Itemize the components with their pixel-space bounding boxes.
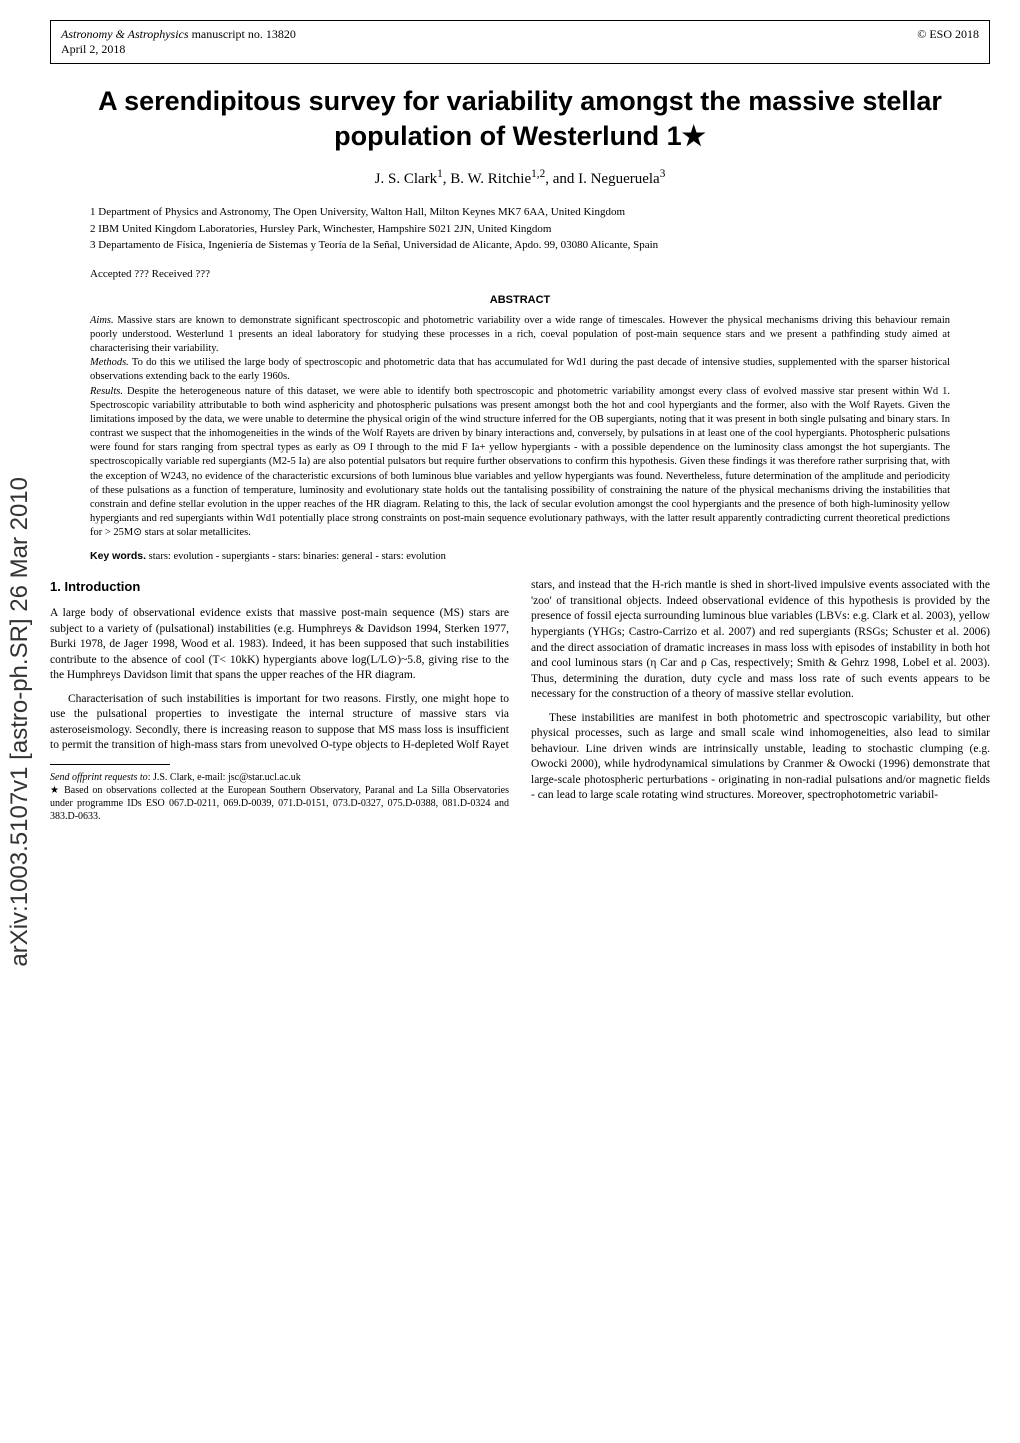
aims-text: Massive stars are known to demonstrate s… bbox=[90, 315, 950, 354]
affiliation-2: 2 IBM United Kingdom Laboratories, Hursl… bbox=[90, 221, 950, 238]
col2-p2: These instabilities are manifest in both… bbox=[531, 711, 990, 804]
header-date: April 2, 2018 bbox=[61, 42, 125, 56]
footnote-observations: ★ Based on observations collected at the… bbox=[50, 784, 509, 823]
left-column: 1. Introduction A large body of observat… bbox=[50, 578, 509, 822]
journal-header-left: Astronomy & Astrophysics manuscript no. … bbox=[61, 27, 296, 57]
methods-label: Methods. bbox=[90, 357, 129, 368]
journal-name: Astronomy & Astrophysics bbox=[61, 27, 189, 41]
arxiv-identifier: arXiv:1003.5107v1 [astro-ph.SR] 26 Mar 2… bbox=[6, 477, 34, 967]
right-column: stars, and instead that the H-rich mantl… bbox=[531, 578, 990, 822]
results-label: Results. bbox=[90, 386, 123, 397]
methods-text: To do this we utilised the large body of… bbox=[90, 357, 950, 382]
keywords-text: stars: evolution - supergiants - stars: … bbox=[146, 551, 446, 562]
results-text: Despite the heterogeneous nature of this… bbox=[90, 386, 950, 539]
affiliation-3: 3 Departamento de Física, Ingeniería de … bbox=[90, 237, 950, 254]
arxiv-sidebar: arXiv:1003.5107v1 [astro-ph.SR] 26 Mar 2… bbox=[0, 0, 40, 1443]
affiliation-1: 1 Department of Physics and Astronomy, T… bbox=[90, 204, 950, 221]
journal-header: Astronomy & Astrophysics manuscript no. … bbox=[50, 20, 990, 64]
intro-p1: A large body of observational evidence e… bbox=[50, 606, 509, 684]
authors: J. S. Clark1, B. W. Ritchie1,2, and I. N… bbox=[50, 168, 990, 188]
offprint-label: Send offprint requests to bbox=[50, 772, 148, 783]
section-1-heading: 1. Introduction bbox=[50, 578, 509, 596]
col2-p1: stars, and instead that the H-rich mantl… bbox=[531, 578, 990, 702]
manuscript-number: manuscript no. 13820 bbox=[189, 27, 296, 41]
keywords: Key words. stars: evolution - supergiant… bbox=[90, 550, 950, 562]
paper-title: A serendipitous survey for variability a… bbox=[50, 84, 990, 154]
affiliations: 1 Department of Physics and Astronomy, T… bbox=[90, 204, 950, 254]
abstract-body: Aims. Massive stars are known to demonst… bbox=[90, 314, 950, 541]
paper-content: Astronomy & Astrophysics manuscript no. … bbox=[40, 0, 1020, 1443]
footnote-divider bbox=[50, 764, 170, 765]
accepted-received: Accepted ??? Received ??? bbox=[90, 268, 950, 280]
keywords-label: Key words. bbox=[90, 550, 146, 562]
aims-label: Aims. bbox=[90, 315, 114, 326]
footnote-offprint: Send offprint requests to: J.S. Clark, e… bbox=[50, 771, 509, 784]
offprint-text: : J.S. Clark, e-mail: jsc@star.ucl.ac.uk bbox=[148, 772, 301, 783]
intro-p2: Characterisation of such instabilities i… bbox=[50, 692, 509, 754]
abstract-heading: ABSTRACT bbox=[50, 294, 990, 306]
copyright: © ESO 2018 bbox=[917, 27, 979, 57]
body-columns: 1. Introduction A large body of observat… bbox=[50, 578, 990, 822]
